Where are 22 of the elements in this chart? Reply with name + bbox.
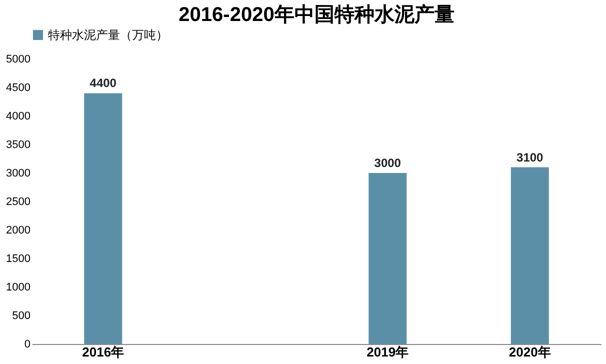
data-label: 3000: [374, 156, 402, 170]
y-tick-label: 3500: [6, 139, 30, 151]
y-tick-label: 1000: [6, 282, 30, 294]
bar: [84, 93, 122, 344]
y-tick-label: 4500: [6, 82, 30, 94]
y-tick-label: 2000: [6, 224, 30, 236]
legend-label: 特种水泥产量（万吨）: [48, 28, 168, 42]
data-label: 3100: [516, 150, 544, 164]
x-tick-label: 2016年: [82, 344, 124, 360]
y-tick-label: 5000: [6, 54, 30, 66]
x-tick-label: 2019年: [366, 344, 409, 360]
y-tick-label: 4000: [6, 110, 30, 122]
chart-title: 2016-2020年中国特种水泥产量: [178, 3, 454, 26]
y-tick-label: 0: [24, 338, 30, 350]
data-label: 4400: [90, 76, 117, 90]
bar: [510, 167, 549, 344]
bar: [368, 173, 407, 344]
x-tick-label: 2020年: [508, 344, 551, 360]
y-tick-label: 2500: [6, 196, 30, 208]
y-tick-label: 3000: [6, 168, 30, 180]
y-tick-label: 500: [12, 310, 30, 322]
y-tick-label: 1500: [6, 253, 30, 265]
